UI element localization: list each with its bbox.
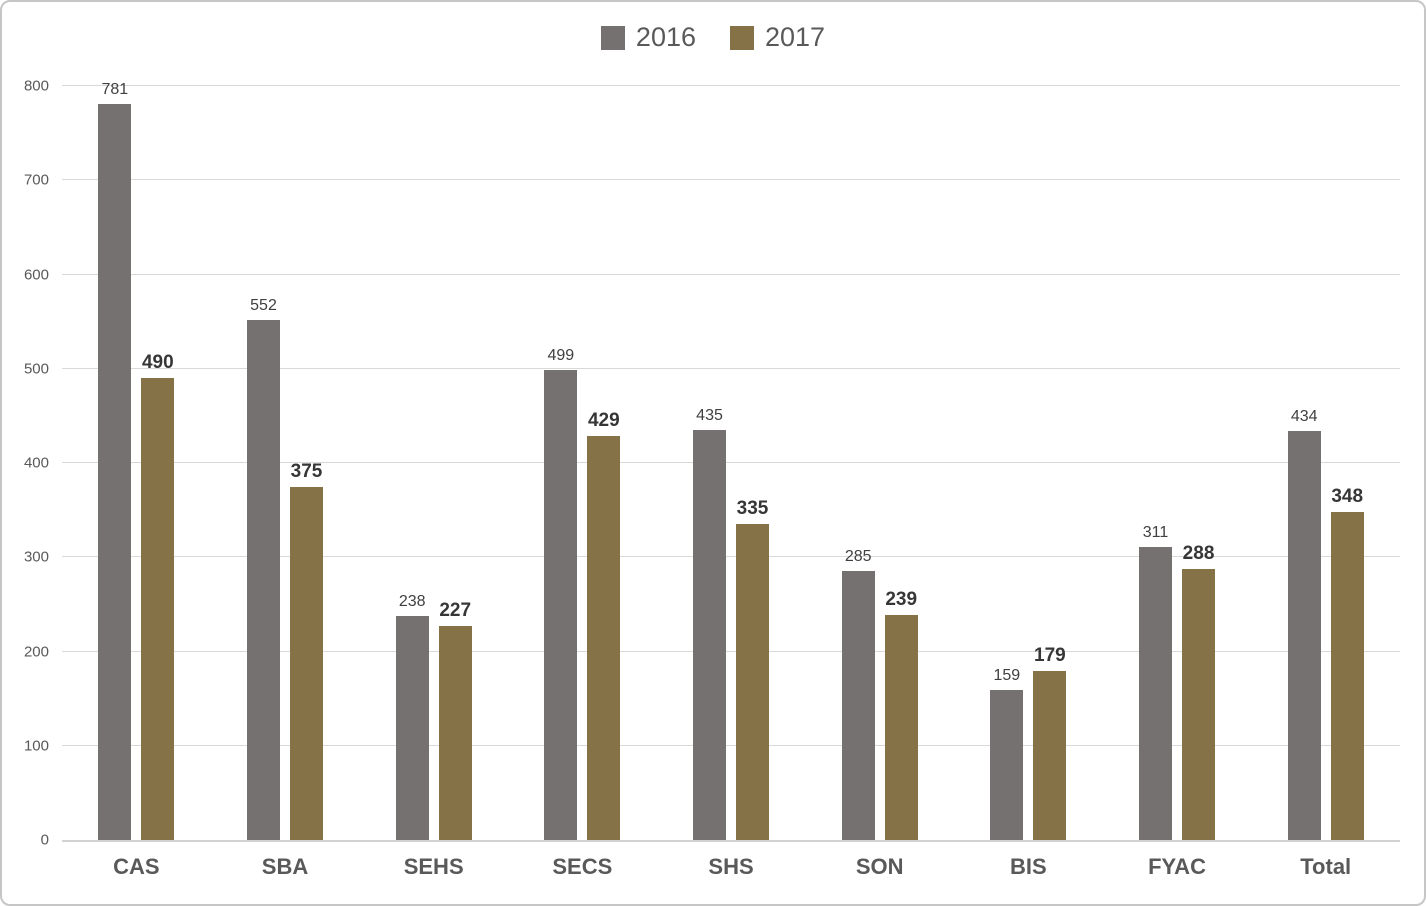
category-group: 285 239 SON xyxy=(805,86,954,879)
bar-value-label-2017: 429 xyxy=(587,409,620,431)
category-label: BIS xyxy=(1010,854,1047,879)
bar-value-label-2016: 781 xyxy=(101,80,129,98)
category-label: SEHS xyxy=(403,854,464,879)
category-group: 434 348 Total xyxy=(1251,86,1400,879)
bar-value-label-2016: 499 xyxy=(547,346,575,364)
gridline-300: 300 xyxy=(24,549,1400,566)
bar-value-label-2016: 435 xyxy=(696,407,723,425)
ytick-label-800: 800 xyxy=(23,77,49,95)
category-group: 781 490 CAS xyxy=(62,81,211,879)
ytick-label-0: 0 xyxy=(40,831,49,849)
category-group: 311 288 FYAC xyxy=(1103,86,1252,879)
legend-label-2017: 2017 xyxy=(765,22,826,52)
bar-2016: 435 xyxy=(693,408,727,840)
bar-value-label-2017: 490 xyxy=(141,352,174,374)
gridline-200: 200 xyxy=(24,643,1400,660)
bar-2017: 490 xyxy=(141,353,175,840)
bar-2017: 288 xyxy=(1182,544,1216,840)
gridline-400: 400 xyxy=(24,455,1400,472)
bar-value-label-2017: 335 xyxy=(736,498,769,520)
bar-value-label-2017: 288 xyxy=(1182,542,1215,564)
bar-value-label-2017: 179 xyxy=(1034,645,1066,667)
legend-item-2017: 2017 xyxy=(730,24,825,51)
bar-2016: 499 xyxy=(544,347,578,840)
legend-label-2016: 2016 xyxy=(635,22,696,52)
bar-value-label-2017: 348 xyxy=(1331,486,1364,508)
bar-value-label-2017: 239 xyxy=(885,588,918,610)
bar-2017: 227 xyxy=(438,601,472,840)
bar-2017: 348 xyxy=(1330,487,1364,840)
legend-swatch-2017-icon xyxy=(730,25,754,50)
gridline-600: 600 xyxy=(24,266,1400,283)
category-group: 552 375 SBA xyxy=(211,86,360,879)
bar-value-label-2016: 159 xyxy=(993,667,1021,685)
legend-swatch-2016-icon xyxy=(600,25,625,50)
bar-value-label-2016: 552 xyxy=(250,296,277,314)
bar-2017: 429 xyxy=(587,411,621,840)
bar-2017: 239 xyxy=(884,590,918,840)
ytick-label-400: 400 xyxy=(23,454,49,472)
category-label: CAS xyxy=(113,854,160,879)
plot-area: 0 100 200 300 400 500 600 700 800 781 490 CAS 55… xyxy=(24,78,1400,879)
category-label: SBA xyxy=(261,854,309,879)
category-label: SECS xyxy=(552,854,613,879)
category-label: FYAC xyxy=(1148,854,1206,879)
ytick-label-300: 300 xyxy=(23,548,49,566)
category-label: SON xyxy=(855,854,904,879)
bar-groups: 781 490 CAS 552 375 SBA 238 227 SEHS 499… xyxy=(62,81,1400,879)
ytick-label-100: 100 xyxy=(23,737,49,755)
bar-2017: 179 xyxy=(1033,646,1067,840)
legend-item-2016: 2016 xyxy=(600,22,696,52)
category-label: SHS xyxy=(708,854,754,879)
bar-2017: 335 xyxy=(736,499,770,840)
bar-2016: 552 xyxy=(247,297,280,840)
gridline-100: 100 xyxy=(24,737,1400,754)
bar-value-label-2016: 285 xyxy=(844,548,872,566)
bar-value-label-2016: 238 xyxy=(398,592,426,610)
bar-2016: 285 xyxy=(841,549,875,840)
ytick-label-600: 600 xyxy=(23,266,49,283)
bar-2016: 781 xyxy=(98,81,132,840)
gridline-700: 700 xyxy=(24,172,1400,189)
gridline-500: 500 xyxy=(24,360,1400,377)
bar-2016: 159 xyxy=(990,668,1024,840)
bar-value-label-2016: 434 xyxy=(1290,407,1318,425)
ytick-label-700: 700 xyxy=(23,171,49,189)
bar-2016: 238 xyxy=(395,593,429,840)
bar-2016: 311 xyxy=(1139,524,1173,840)
gridline-800: 800 xyxy=(24,78,1400,95)
bar-value-label-2017: 375 xyxy=(290,460,323,482)
category-group: 435 335 SHS xyxy=(657,86,806,879)
ytick-label-200: 200 xyxy=(23,643,49,660)
category-group: 238 227 SEHS xyxy=(359,86,508,879)
category-group: 159 179 BIS xyxy=(954,86,1103,879)
bar-2017: 375 xyxy=(290,462,323,840)
bar-2016: 434 xyxy=(1287,408,1321,840)
bar-value-label-2016: 311 xyxy=(1142,523,1169,541)
chart-legend: 2016 2017 xyxy=(2,24,1424,51)
category-group: 499 429 SECS xyxy=(508,86,657,879)
bar-value-label-2017: 227 xyxy=(439,600,472,622)
category-label: Total xyxy=(1300,854,1352,879)
ytick-label-500: 500 xyxy=(23,360,49,378)
